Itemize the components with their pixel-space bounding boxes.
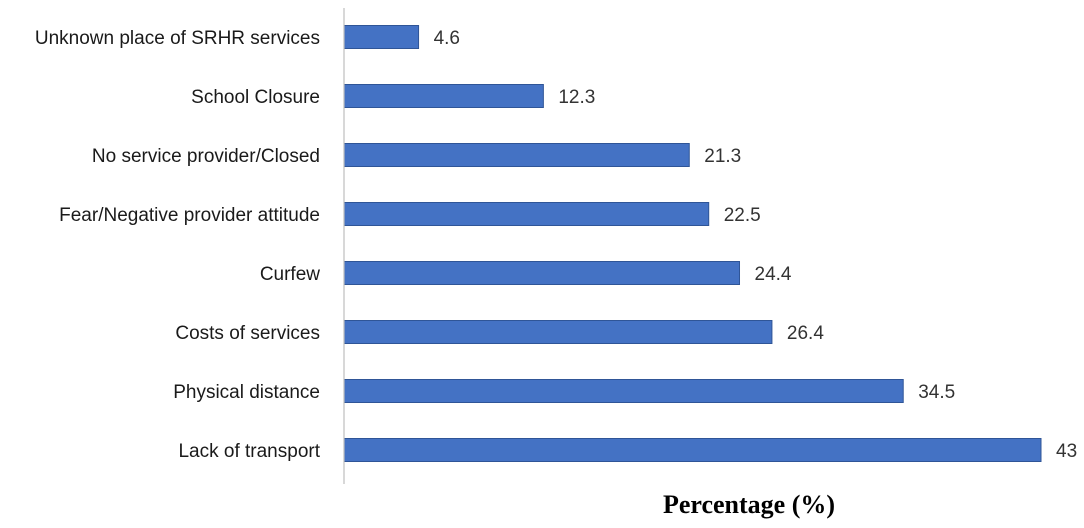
category-label: Curfew bbox=[260, 264, 320, 285]
bar bbox=[343, 25, 420, 49]
bar bbox=[343, 261, 741, 285]
category-label: No service provider/Closed bbox=[92, 146, 320, 167]
category-label: Fear/Negative provider attitude bbox=[59, 205, 320, 226]
bar bbox=[343, 438, 1042, 462]
bar bbox=[343, 320, 773, 344]
category-label: Unknown place of SRHR services bbox=[35, 28, 320, 49]
data-label: 21.3 bbox=[704, 146, 741, 167]
data-label: 34.5 bbox=[918, 382, 955, 403]
bar bbox=[343, 84, 544, 108]
data-label: 24.4 bbox=[755, 264, 792, 285]
category-label: Physical distance bbox=[173, 382, 320, 403]
data-label: 43 bbox=[1056, 441, 1077, 462]
bar bbox=[343, 379, 904, 403]
data-label: 26.4 bbox=[787, 323, 824, 344]
labels-layer: Unknown place of SRHR services 4.6 School … bbox=[35, 28, 1077, 462]
data-label: 12.3 bbox=[558, 87, 595, 108]
bar bbox=[343, 202, 710, 226]
category-label: Costs of services bbox=[175, 323, 320, 344]
data-label: 4.6 bbox=[434, 28, 460, 49]
category-label: School Closure bbox=[191, 87, 320, 108]
data-label: 22.5 bbox=[724, 205, 761, 226]
x-axis-title: Percentage (%) bbox=[663, 490, 835, 519]
bar bbox=[343, 143, 690, 167]
category-label: Lack of transport bbox=[178, 441, 320, 462]
